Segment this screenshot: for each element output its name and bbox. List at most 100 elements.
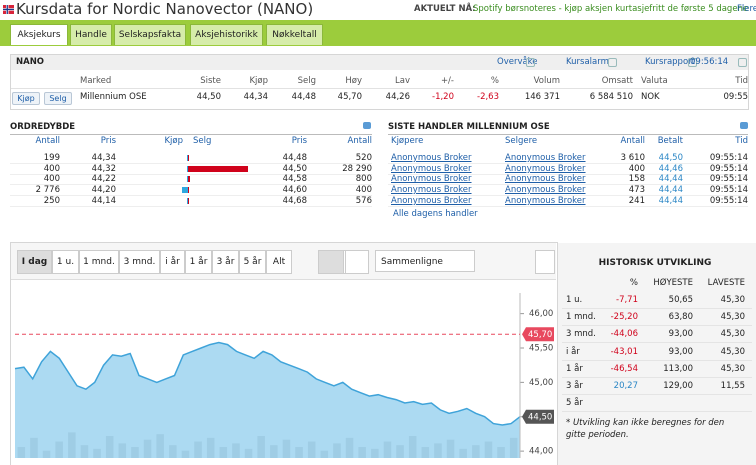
column-header: LAVESTE	[707, 278, 745, 288]
sell-price: 44,48	[282, 153, 307, 163]
history-value: 113,00	[663, 363, 693, 374]
tab[interactable]: Nøkkeltall	[266, 24, 323, 45]
period-button[interactable]: 1 u.	[52, 250, 79, 274]
quote-link[interactable]: Kursrapport	[645, 57, 695, 67]
history-value: 93,00	[668, 329, 693, 340]
y-tick-label: 45,50	[529, 344, 553, 354]
sell-quantity: 800	[355, 174, 372, 185]
trade-value: 400	[628, 163, 645, 174]
refresh-icon[interactable]	[740, 122, 748, 129]
trades-underline	[388, 134, 748, 135]
trade-button[interactable]: Selg	[44, 92, 72, 105]
row-line	[562, 308, 752, 309]
trade-value: 09:55:14	[709, 185, 748, 196]
chart-style-button[interactable]	[318, 250, 344, 274]
broker-link[interactable]: Anonymous Broker	[391, 185, 472, 196]
history-value: 45,30	[720, 363, 745, 374]
row-line	[562, 376, 752, 378]
column-header: +/-	[440, 76, 454, 86]
column-header: Valuta	[641, 76, 668, 86]
period-button[interactable]: I dag	[17, 250, 52, 274]
broker-link[interactable]: Anonymous Broker	[391, 195, 472, 206]
period-button[interactable]: Alt	[266, 250, 292, 274]
period-label: 1 u.	[566, 295, 583, 305]
quote-value: 146 371	[524, 92, 560, 102]
row-line	[388, 163, 748, 164]
trade-button[interactable]: Kjøp	[12, 92, 40, 105]
period-label: 5 år	[566, 398, 583, 409]
sell-quantity: 28 290	[342, 163, 372, 174]
history-value: 45,30	[720, 295, 745, 305]
dropdown-icon[interactable]	[608, 58, 617, 67]
quote-link[interactable]: Kursalarm	[566, 57, 609, 67]
quote-value: 6 584 510	[589, 92, 633, 102]
broker-link[interactable]: Anonymous Broker	[505, 195, 586, 206]
column-header: Antall	[347, 136, 372, 146]
broker-link[interactable]: Anonymous Broker	[391, 163, 472, 174]
period-button[interactable]: 1 mnd.	[79, 250, 119, 274]
dropdown-icon[interactable]	[526, 58, 535, 67]
line	[14, 341, 521, 426]
more-link[interactable]: Flere	[737, 4, 756, 14]
compare-dropdown[interactable]: Sammenligne	[375, 250, 475, 272]
row-line	[388, 195, 748, 197]
ticker: NANO	[16, 57, 45, 67]
trade-value: 158	[628, 174, 645, 185]
row-line	[10, 173, 372, 175]
period-button[interactable]: 5 år	[239, 250, 266, 274]
period-button[interactable]: 3 år	[212, 250, 239, 274]
history-value: 11,55	[720, 381, 745, 391]
all-trades-link[interactable]: Alle dagens handler	[393, 209, 478, 219]
column-header: Pris	[291, 136, 307, 146]
news-link[interactable]: Spotify børsnoteres - kjøp aksjen kurtas…	[473, 4, 749, 14]
trade-value: 3 610	[620, 153, 645, 163]
trade-value: 44,44	[658, 185, 683, 196]
tab[interactable]: Handle	[70, 24, 112, 45]
header-line	[11, 88, 748, 89]
column-header: Betalt	[657, 136, 683, 146]
dropdown-icon[interactable]	[688, 58, 697, 67]
broker-link[interactable]: Anonymous Broker	[505, 185, 586, 196]
broker-link[interactable]: Anonymous Broker	[505, 163, 586, 174]
column-header: Kjøpere	[391, 136, 424, 146]
tab[interactable]: Aksjekurs	[10, 24, 68, 45]
marker-box	[522, 409, 554, 424]
row-line	[10, 163, 372, 164]
broker-link[interactable]: Anonymous Broker	[505, 174, 586, 185]
tab[interactable]: Selskapsfakta	[114, 24, 186, 45]
refresh-icon[interactable]	[363, 122, 371, 129]
broker-link[interactable]: Anonymous Broker	[391, 174, 472, 185]
dropdown-icon[interactable]	[738, 58, 747, 67]
buy-price: 44,14	[91, 195, 116, 206]
column-header: Volum	[533, 76, 560, 86]
buy-bar	[187, 197, 188, 204]
period-button[interactable]: 1 år	[185, 250, 212, 274]
sell-bar	[188, 165, 248, 172]
section-title: HISTORISK UTVIKLING	[598, 258, 712, 268]
column-header: Antall	[35, 136, 60, 146]
quote-link[interactable]: Overvåke	[497, 57, 538, 67]
period-button[interactable]: i år	[160, 250, 185, 274]
row-line	[562, 359, 752, 361]
column-header: %	[629, 278, 638, 288]
footnote: * Utvikling kan ikke beregnes for den gi…	[566, 418, 725, 440]
quote-value: -2,63	[477, 92, 499, 102]
sell-price: 44,58	[282, 174, 307, 185]
history-value: 63,80	[668, 312, 693, 323]
row-line	[562, 394, 752, 395]
next-button[interactable]	[535, 250, 555, 274]
column-header: Marked	[80, 76, 112, 86]
tab[interactable]: Aksjehistorikk	[190, 24, 263, 45]
column-header: Høy	[345, 76, 362, 86]
broker-link[interactable]: Anonymous Broker	[391, 153, 472, 163]
period-label: 3 år	[566, 381, 583, 391]
trade-value: 473	[628, 185, 645, 196]
row-line	[562, 325, 752, 327]
marker-label: 44,50	[528, 412, 552, 422]
volume-button[interactable]	[345, 250, 369, 274]
column-header: Kjøp	[164, 136, 183, 146]
period-button[interactable]: 3 mnd.	[119, 250, 160, 274]
broker-link[interactable]: Anonymous Broker	[505, 153, 586, 163]
sell-bar	[188, 187, 189, 194]
